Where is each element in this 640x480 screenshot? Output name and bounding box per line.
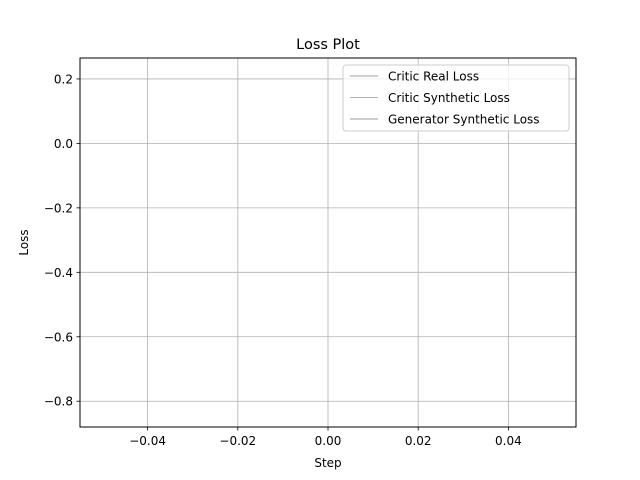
legend-label: Generator Synthetic Loss	[388, 113, 540, 127]
grid-lines	[80, 58, 576, 427]
y-tick-label: −0.4	[44, 266, 73, 280]
y-axis-ticks: 0.2 0.0 −0.2 −0.4 −0.6 −0.8	[44, 72, 80, 409]
x-tick-label: 0.04	[495, 434, 522, 448]
x-axis-label: Step	[314, 456, 341, 470]
y-tick-label: −0.2	[44, 201, 73, 215]
x-tick-label: 0.02	[405, 434, 432, 448]
legend: Critic Real Loss Critic Synthetic Loss Gen…	[342, 64, 570, 132]
y-tick-label: 0.2	[54, 72, 73, 86]
y-axis-label: Loss	[17, 229, 31, 255]
legend-box	[342, 64, 570, 132]
x-axis-ticks: −0.04 −0.02 0.00 0.02 0.04	[129, 427, 522, 448]
y-tick-label: −0.6	[44, 330, 73, 344]
legend-label: Critic Synthetic Loss	[388, 91, 510, 105]
x-tick-label: 0.00	[315, 434, 342, 448]
y-tick-label: −0.8	[44, 395, 73, 409]
x-tick-label: −0.04	[129, 434, 166, 448]
x-tick-label: −0.02	[219, 434, 256, 448]
chart-title: Loss Plot	[296, 37, 360, 53]
y-tick-label: 0.0	[54, 137, 73, 151]
legend-label: Critic Real Loss	[388, 70, 479, 84]
